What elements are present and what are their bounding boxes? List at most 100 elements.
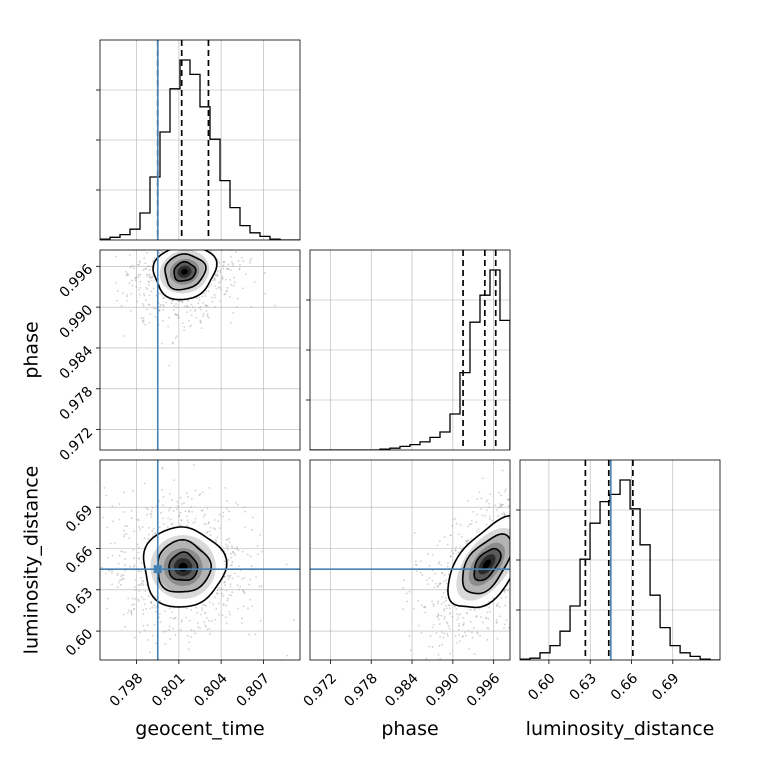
y-axis-label-phase: phase <box>21 321 43 378</box>
scatter-point <box>106 526 109 529</box>
scatter-point <box>462 635 464 638</box>
scatter-point <box>195 230 197 232</box>
scatter-point <box>130 611 133 613</box>
scatter-point <box>228 611 230 613</box>
scatter-point <box>229 556 232 559</box>
scatter-point <box>506 589 509 592</box>
scatter-point <box>206 507 209 510</box>
scatter-point <box>537 490 539 492</box>
scatter-point <box>168 241 170 243</box>
contour-2 <box>447 515 510 609</box>
scatter-point <box>191 510 194 513</box>
scatter-point <box>223 581 226 584</box>
scatter-point <box>408 590 411 593</box>
scatter-point <box>222 595 225 597</box>
scatter-point <box>524 483 526 485</box>
scatter-point <box>173 479 175 482</box>
scatter-point <box>428 564 431 567</box>
scatter-point <box>302 577 304 579</box>
scatter-point <box>202 515 205 518</box>
scatter-point <box>134 588 137 591</box>
scatter-point <box>154 532 157 535</box>
scatter-point <box>446 634 449 637</box>
scatter-point <box>125 274 128 276</box>
scatter-point <box>562 464 564 466</box>
scatter-point <box>409 649 412 652</box>
scatter-point <box>206 245 208 247</box>
scatter-point <box>489 610 492 613</box>
scatter-point <box>171 299 173 302</box>
scatter-point <box>222 261 225 263</box>
scatter-point <box>523 603 525 605</box>
scatter-point <box>552 536 554 538</box>
scatter-point <box>134 279 137 282</box>
scatter-point <box>215 274 218 277</box>
scatter-point <box>183 246 185 248</box>
scatter-point <box>177 300 180 303</box>
scatter-point <box>505 596 507 599</box>
scatter-point <box>222 243 224 245</box>
scatter-point <box>557 442 559 444</box>
scatter-point <box>205 290 208 292</box>
scatter-point <box>486 627 489 630</box>
scatter-point <box>162 303 165 306</box>
scatter-point <box>183 502 185 504</box>
scatter-point <box>142 317 145 320</box>
contour-1 <box>164 253 207 291</box>
scatter-point <box>501 469 504 472</box>
scatter-point <box>189 241 191 243</box>
scatter-point <box>197 626 200 629</box>
scatter-point <box>503 513 506 516</box>
scatter-point <box>139 528 142 531</box>
scatter-point <box>94 561 96 563</box>
scatter-point <box>138 525 141 528</box>
scatter-point <box>457 533 460 536</box>
scatter-point <box>219 280 222 283</box>
scatter-point <box>172 231 174 233</box>
scatter-point <box>424 605 427 608</box>
scatter-point <box>193 629 196 632</box>
scatter-point <box>134 598 137 600</box>
scatter-point <box>437 602 439 605</box>
scatter-point <box>462 623 465 626</box>
scatter-point <box>561 501 563 503</box>
scatter-point <box>202 301 204 304</box>
scatter-point <box>200 327 203 330</box>
scatter-point <box>532 498 534 500</box>
scatter-point <box>450 555 452 557</box>
scatter-point <box>235 251 238 253</box>
scatter-point <box>181 300 184 303</box>
scatter-point <box>188 232 190 234</box>
panel-geocent_time-vs-luminosity_distance <box>94 459 304 661</box>
scatter-point <box>542 499 544 501</box>
scatter-point <box>431 579 434 582</box>
scatter-point <box>225 278 227 281</box>
scatter-point <box>535 562 537 564</box>
scatter-point <box>134 578 137 581</box>
scatter-point <box>164 630 167 633</box>
scatter-point <box>222 261 225 263</box>
scatter-point <box>113 542 116 544</box>
scatter-point <box>190 629 193 631</box>
scatter-point <box>244 273 247 276</box>
scatter-point <box>470 537 472 540</box>
scatter-point <box>172 617 175 620</box>
scatter-point <box>210 283 213 286</box>
scatter-point <box>222 511 225 514</box>
scatter-point <box>223 580 226 583</box>
scatter-point <box>249 555 252 558</box>
scatter-point <box>476 631 478 634</box>
scatter-point <box>528 542 530 544</box>
hist-phase-frame <box>309 249 511 451</box>
scatter-point <box>195 238 197 240</box>
tick-label-phase: 0.978 <box>57 384 97 424</box>
scatter-point <box>150 276 153 278</box>
scatter-point <box>211 296 213 299</box>
scatter-point <box>124 626 127 628</box>
scatter-point <box>214 528 217 531</box>
scatter-point <box>214 538 217 541</box>
scatter-point <box>149 265 152 268</box>
scatter-point <box>168 637 171 640</box>
scatter-point <box>206 215 208 217</box>
scatter-point <box>223 234 225 236</box>
